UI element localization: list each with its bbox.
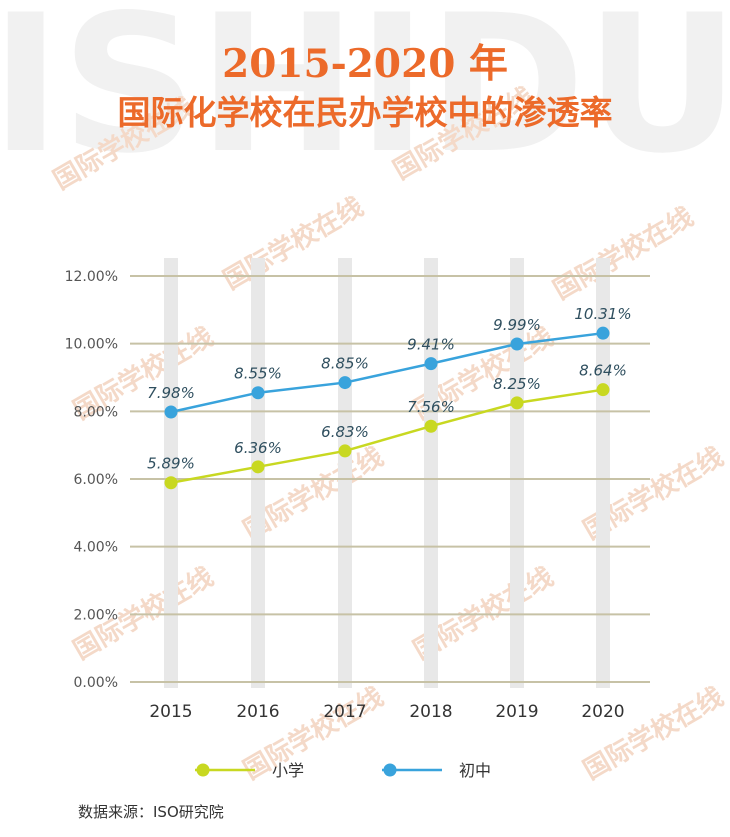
data-label: 8.25%: [493, 375, 541, 393]
title-block: 2015-2020 年 国际化学校在民办学校中的渗透率: [118, 41, 613, 132]
legend-swatch-marker: [196, 763, 210, 777]
data-point: [251, 386, 265, 400]
legend-item-0: 小学: [195, 761, 304, 780]
data-label: 7.56%: [407, 398, 455, 416]
data-label: 8.55%: [234, 365, 282, 383]
source-note: 数据来源：ISO研究院: [78, 803, 224, 821]
watermark-brand-3: 国际学校在线: [548, 201, 699, 306]
data-point: [424, 419, 438, 433]
series-1: 7.98% 8.55% 8.85% 9.41% 9.99% 10.31%: [147, 305, 632, 419]
data-point: [596, 383, 610, 397]
watermark-brand-11: 国际学校在线: [578, 681, 729, 786]
series-0: 5.89% 6.36% 6.83% 7.56% 8.25% 8.64%: [147, 362, 627, 490]
series-line-1: [170, 331, 604, 414]
x-axis-ticks: 2015 2016 2017 2018 2019 2020: [149, 702, 624, 722]
data-point: [338, 376, 352, 390]
x-tick-label: 2016: [236, 702, 279, 722]
x-tick-label: 2017: [323, 702, 366, 722]
data-point: [510, 337, 524, 351]
y-axis-ticks: 0.00% 2.00% 4.00% 6.00% 8.00% 10.00% 12.00%: [65, 269, 118, 691]
data-label: 9.41%: [407, 336, 455, 354]
watermark-big-text: ISHIDU: [0, 0, 730, 195]
y-tick-label: 0.00%: [74, 675, 118, 691]
data-point: [164, 476, 178, 490]
column-band-2015: [164, 258, 178, 688]
legend: 小学 初中: [195, 761, 491, 780]
data-label: 7.98%: [147, 384, 195, 402]
legend-swatch-marker: [383, 763, 397, 777]
data-point: [338, 444, 352, 458]
legend-label: 小学: [272, 761, 304, 780]
column-band-2020: [596, 258, 610, 688]
data-label: 6.36%: [234, 439, 282, 457]
grid-lines: [130, 275, 650, 683]
y-tick-label: 12.00%: [65, 269, 118, 285]
x-tick-label: 2018: [409, 702, 452, 722]
legend-label: 初中: [459, 761, 491, 780]
data-label: 8.85%: [321, 355, 369, 373]
title-line-1: 2015-2020 年: [222, 41, 508, 87]
x-tick-label: 2015: [149, 702, 192, 722]
data-label: 6.83%: [321, 423, 369, 441]
column-band-2018: [424, 258, 438, 688]
y-tick-label: 4.00%: [74, 540, 118, 556]
data-label: 10.31%: [574, 305, 631, 323]
data-label: 5.89%: [147, 455, 195, 473]
y-tick-label: 2.00%: [74, 607, 118, 623]
x-tick-label: 2020: [581, 702, 624, 722]
data-point: [596, 326, 610, 340]
data-label: 9.99%: [493, 316, 541, 334]
data-point: [251, 460, 265, 474]
y-tick-label: 10.00%: [65, 337, 118, 353]
legend-item-1: 初中: [382, 761, 491, 780]
x-tick-label: 2019: [495, 702, 538, 722]
title-line-2: 国际化学校在民办学校中的渗透率: [118, 93, 613, 132]
column-band-2019: [510, 258, 524, 688]
y-tick-label: 8.00%: [74, 404, 118, 420]
series-layer: 5.89% 6.36% 6.83% 7.56% 8.25% 8.64% 7.98% 8.55%…: [147, 305, 632, 490]
y-tick-label: 6.00%: [74, 472, 118, 488]
data-point: [424, 357, 438, 371]
data-point: [164, 405, 178, 419]
data-point: [510, 396, 524, 410]
column-band-2017: [338, 258, 352, 688]
data-label: 8.64%: [579, 362, 627, 380]
series-line-0: [170, 388, 604, 484]
watermark-brand-10: 国际学校在线: [238, 681, 389, 786]
